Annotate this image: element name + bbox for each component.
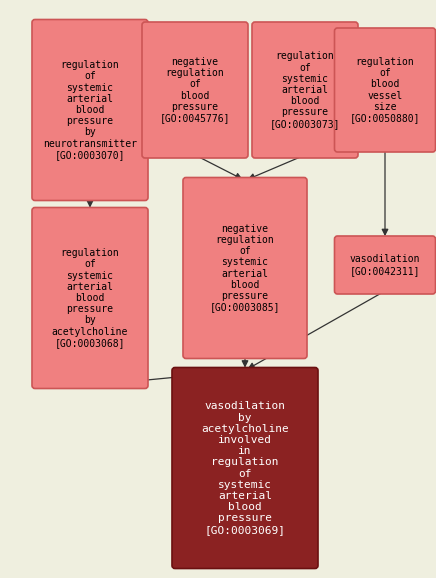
Text: vasodilation
[GO:0042311]: vasodilation [GO:0042311]: [350, 254, 420, 276]
FancyBboxPatch shape: [32, 208, 148, 388]
FancyBboxPatch shape: [334, 28, 436, 152]
FancyBboxPatch shape: [142, 22, 248, 158]
Text: negative
regulation
of
systemic
arterial
blood
pressure
[GO:0003085]: negative regulation of systemic arterial…: [210, 224, 280, 312]
FancyBboxPatch shape: [32, 20, 148, 201]
Text: regulation
of
systemic
arterial
blood
pressure
by
neurotransmitter
[GO:0003070]: regulation of systemic arterial blood pr…: [43, 60, 137, 160]
Text: negative
regulation
of
blood
pressure
[GO:0045776]: negative regulation of blood pressure [G…: [160, 57, 230, 123]
FancyBboxPatch shape: [172, 368, 318, 569]
Text: regulation
of
systemic
arterial
blood
pressure
by
acetylcholine
[GO:0003068]: regulation of systemic arterial blood pr…: [52, 248, 128, 348]
FancyBboxPatch shape: [334, 236, 436, 294]
FancyBboxPatch shape: [183, 177, 307, 358]
FancyBboxPatch shape: [252, 22, 358, 158]
Text: vasodilation
by
acetylcholine
involved
in
regulation
of
systemic
arterial
blood
: vasodilation by acetylcholine involved i…: [201, 401, 289, 535]
Text: regulation
of
blood
vessel
size
[GO:0050880]: regulation of blood vessel size [GO:0050…: [350, 57, 420, 123]
Text: regulation
of
systemic
arterial
blood
pressure
[GO:0003073]: regulation of systemic arterial blood pr…: [270, 51, 340, 128]
